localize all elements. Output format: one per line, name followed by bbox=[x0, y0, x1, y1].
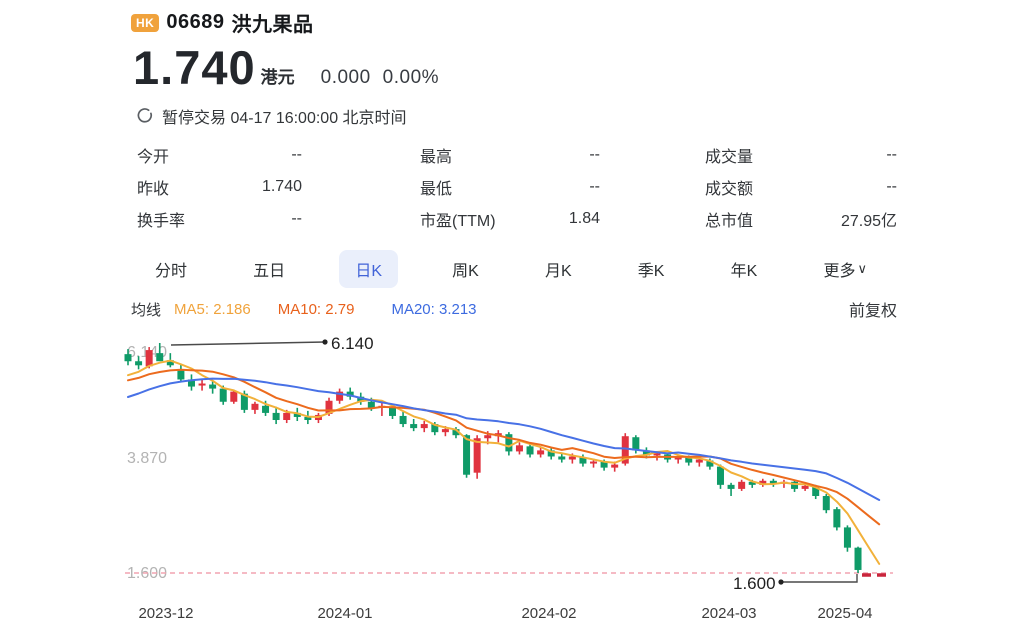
svg-text:1.600: 1.600 bbox=[733, 574, 776, 593]
stat-high: 最高 -- bbox=[420, 146, 600, 166]
market-badge: HK bbox=[131, 13, 160, 32]
adjust-mode-toggle[interactable]: 前复权 bbox=[848, 303, 897, 320]
stat-turnover-amount: 成交额 -- bbox=[705, 178, 897, 198]
stock-header: HK 06689 洪九果品 bbox=[131, 8, 313, 37]
tab-more-dropdown[interactable]: 更多 ∨ bbox=[823, 261, 867, 280]
currency-label: 港元 bbox=[260, 68, 295, 87]
stat-market-cap: 总市值 27.95亿 bbox=[705, 213, 897, 230]
ma10-value: MA10: 2.79 bbox=[277, 300, 355, 318]
stat-prev-close: 昨收 1.740 bbox=[137, 178, 302, 198]
quote-stats: 今开 -- 最高 -- 成交量 -- 昨收 1.740 最低 -- 成交额 -- 换手率 --… bbox=[137, 139, 897, 235]
chevron-down-icon: ∨ bbox=[857, 261, 867, 276]
tab-yearly-k[interactable]: 年K bbox=[730, 263, 758, 280]
trading-status: 暂停交易 04-17 16:00:00 北京时间 bbox=[137, 104, 407, 128]
ma5-value: MA5: 2.186 bbox=[174, 300, 251, 318]
tab-daily-k[interactable]: 日K bbox=[339, 250, 398, 288]
stat-low: 最低 -- bbox=[420, 178, 600, 198]
svg-text:3.870: 3.870 bbox=[127, 450, 167, 467]
price-section: 1.740 港元 0.000 0.00% bbox=[133, 44, 439, 91]
tab-weekly-k[interactable]: 周K bbox=[452, 263, 479, 280]
svg-text:2024-01: 2024-01 bbox=[317, 605, 372, 622]
ma-legend-title: 均线 bbox=[131, 301, 162, 319]
price-change-percent: 0.00% bbox=[382, 67, 440, 88]
status-text: 暂停交易 04-17 16:00:00 北京时间 bbox=[162, 110, 407, 127]
svg-text:2024-03: 2024-03 bbox=[701, 605, 756, 622]
stock-code: 06689 bbox=[166, 11, 225, 33]
stat-turnover-rate: 换手率 -- bbox=[137, 210, 302, 230]
tab-quarterly-k[interactable]: 季K bbox=[637, 263, 665, 280]
ma-legend: 均线 MA5: 2.186 MA10: 2.79 MA20: 3.213 前复权 bbox=[131, 297, 897, 321]
stat-volume: 成交量 -- bbox=[705, 146, 897, 166]
stock-name: 洪九果品 bbox=[231, 14, 314, 36]
tab-minute[interactable]: 分时 bbox=[155, 263, 188, 280]
svg-text:2023-12: 2023-12 bbox=[138, 605, 193, 622]
svg-text:6.140: 6.140 bbox=[331, 334, 374, 353]
tab-five-day[interactable]: 五日 bbox=[253, 263, 286, 280]
suspended-circle-icon bbox=[137, 108, 153, 124]
stat-pe-ttm: 市盈(TTM) 1.84 bbox=[420, 210, 600, 230]
stat-open: 今开 -- bbox=[137, 146, 302, 166]
tab-monthly-k[interactable]: 月K bbox=[544, 263, 572, 280]
svg-text:2024-02: 2024-02 bbox=[521, 605, 576, 622]
period-tab-bar: 分时 五日 日K 周K 月K 季K 年K 更多 ∨ bbox=[143, 250, 879, 288]
ma20-value: MA20: 3.213 bbox=[391, 300, 477, 318]
price-change: 0.000 bbox=[320, 67, 371, 88]
svg-text:2025-04: 2025-04 bbox=[817, 605, 872, 622]
current-price: 1.740 bbox=[133, 41, 256, 94]
